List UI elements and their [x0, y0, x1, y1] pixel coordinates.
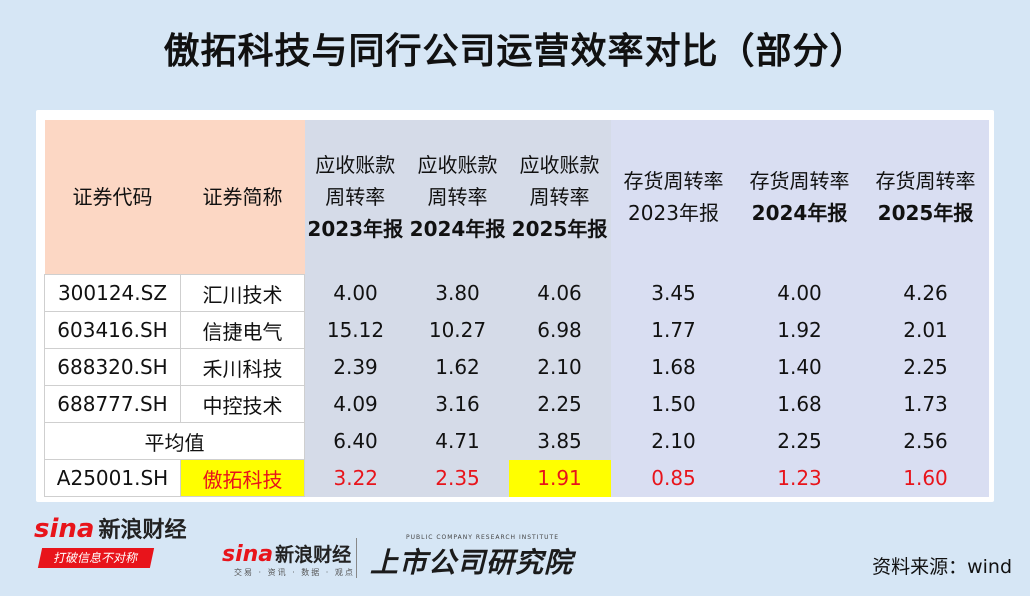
inv-turnover-cell: 1.23 — [736, 459, 863, 497]
ar-turnover-cell: 4.06 — [508, 274, 611, 312]
logo-divider — [356, 538, 357, 578]
ar-turnover-cell: 2.25 — [508, 385, 611, 423]
security-code: 603416.SH — [44, 311, 181, 349]
target-row: A25001.SH 傲拓科技 3.22 2.35 1.91 0.85 1.23 … — [44, 459, 989, 497]
header-label: 存货周转率 — [749, 169, 850, 194]
ar-turnover-cell: 1.62 — [406, 348, 509, 386]
table-row: 688777.SH 中控技术 4.09 3.16 2.25 1.50 1.68 … — [44, 385, 989, 423]
inv-turnover-cell: 4.26 — [862, 274, 989, 312]
header-period: 2023年报 — [628, 201, 719, 226]
header-period: 2025年报 — [877, 201, 974, 226]
security-name: 中控技术 — [180, 385, 305, 423]
security-code: A25001.SH — [44, 459, 181, 497]
ar-turnover-cell: 3.22 — [304, 459, 407, 497]
header-name: 证券简称 — [180, 120, 305, 275]
inv-turnover-cell: 1.60 — [862, 459, 989, 497]
sina-subtitle: 交易 · 资讯 · 数据 · 观点 — [234, 568, 355, 577]
sina-finance-name: 新浪财经 — [275, 544, 352, 566]
sina-finance-name: 新浪财经 — [98, 518, 187, 543]
average-label: 平均值 — [44, 422, 305, 460]
inv-turnover-cell: 3.45 — [610, 274, 737, 312]
ar-turnover-cell: 4.00 — [304, 274, 407, 312]
security-code: 688320.SH — [44, 348, 181, 386]
security-name-highlighted: 傲拓科技 — [180, 459, 305, 497]
sina-wordmark: sina — [222, 542, 274, 567]
header-inv-2024: 存货周转率 2024年报 — [736, 120, 863, 275]
ar-turnover-cell: 2.35 — [406, 459, 509, 497]
ar-turnover-cell: 6.40 — [304, 422, 407, 460]
ar-turnover-cell: 2.10 — [508, 348, 611, 386]
page-title: 傲拓科技与同行公司运营效率对比（部分） — [163, 31, 867, 72]
table-row: 688320.SH 禾川科技 2.39 1.62 2.10 1.68 1.40 … — [44, 348, 989, 386]
inv-turnover-cell: 1.68 — [610, 348, 737, 386]
ar-turnover-cell: 10.27 — [406, 311, 509, 349]
sina-slogan: 打破信息不对称 — [37, 548, 155, 568]
average-row: 平均值 6.40 4.71 3.85 2.10 2.25 2.56 — [44, 422, 989, 460]
header-inv-2023: 存货周转率 2023年报 — [610, 120, 737, 275]
security-name: 禾川科技 — [180, 348, 305, 386]
ar-turnover-cell: 3.80 — [406, 274, 509, 312]
inv-turnover-cell: 4.00 — [736, 274, 863, 312]
ar-turnover-cell: 3.85 — [508, 422, 611, 460]
table-row: 603416.SH 信捷电气 15.12 10.27 6.98 1.77 1.9… — [44, 311, 989, 349]
inv-turnover-cell: 1.40 — [736, 348, 863, 386]
table-row: 300124.SZ 汇川技术 4.00 3.80 4.06 3.45 4.00 … — [44, 274, 989, 312]
header-row: 证券代码 证券简称 应收账款 周转率 2023年报 应收账款 周转率 2024年… — [44, 120, 989, 275]
header-period: 2024年报 — [751, 201, 848, 226]
header-period: 2024年报 — [409, 217, 506, 242]
header-ar-2025: 应收账款 周转率 2025年报 — [508, 120, 611, 275]
inv-turnover-cell: 2.25 — [862, 348, 989, 386]
security-code: 688777.SH — [44, 385, 181, 423]
header-label: 应收账款 — [417, 153, 498, 178]
security-name: 汇川技术 — [180, 274, 305, 312]
header-label: 周转率 — [427, 185, 488, 210]
ar-turnover-cell: 2.39 — [304, 348, 407, 386]
security-name: 信捷电气 — [180, 311, 305, 349]
inv-turnover-cell: 2.01 — [862, 311, 989, 349]
header-inv-2025: 存货周转率 2025年报 — [862, 120, 989, 275]
header-ar-2024: 应收账款 周转率 2024年报 — [406, 120, 509, 275]
inv-turnover-cell: 1.73 — [862, 385, 989, 423]
inv-turnover-cell: 2.25 — [736, 422, 863, 460]
ar-turnover-cell-highlighted: 1.91 — [508, 459, 611, 497]
sina-wordmark: sina — [34, 514, 95, 544]
header-label: 应收账款 — [315, 153, 396, 178]
sina-finance-logo: sina 新浪财经 打破信息不对称 — [34, 512, 186, 568]
inv-turnover-cell: 2.56 — [862, 422, 989, 460]
inv-turnover-cell: 2.10 — [610, 422, 737, 460]
ar-turnover-cell: 4.09 — [304, 385, 407, 423]
header-ar-2023: 应收账款 周转率 2023年报 — [304, 120, 407, 275]
inv-turnover-cell: 0.85 — [610, 459, 737, 497]
header-label: 应收账款 — [519, 153, 600, 178]
ar-turnover-cell: 3.16 — [406, 385, 509, 423]
header-label: 存货周转率 — [623, 169, 724, 194]
header-label: 周转率 — [529, 185, 590, 210]
sina-finance-logo-secondary: sina 新浪财经 交易 · 资讯 · 数据 · 观点 — [222, 540, 355, 578]
header-label: 周转率 — [325, 185, 386, 210]
institute-logo: PUBLIC COMPANY RESEARCH INSTITUTE 上市公司研究… — [370, 534, 573, 581]
comparison-panel: 证券代码 证券简称 应收账款 周转率 2023年报 应收账款 周转率 2024年… — [36, 110, 994, 502]
header-label: 存货周转率 — [875, 169, 976, 194]
source-note: 资料来源：wind — [872, 556, 1012, 578]
ar-turnover-cell: 15.12 — [304, 311, 407, 349]
efficiency-table: 证券代码 证券简称 应收账款 周转率 2023年报 应收账款 周转率 2024年… — [44, 120, 989, 497]
inv-turnover-cell: 1.92 — [736, 311, 863, 349]
header-period: 2023年报 — [307, 217, 404, 242]
header-code: 证券代码 — [44, 120, 181, 275]
ar-turnover-cell: 6.98 — [508, 311, 611, 349]
inv-turnover-cell: 1.50 — [610, 385, 737, 423]
inv-turnover-cell: 1.77 — [610, 311, 737, 349]
institute-en: PUBLIC COMPANY RESEARCH INSTITUTE — [406, 534, 559, 541]
inv-turnover-cell: 1.68 — [736, 385, 863, 423]
security-code: 300124.SZ — [44, 274, 181, 312]
header-period: 2025年报 — [511, 217, 608, 242]
ar-turnover-cell: 4.71 — [406, 422, 509, 460]
institute-cn: 上市公司研究院 — [370, 546, 574, 579]
